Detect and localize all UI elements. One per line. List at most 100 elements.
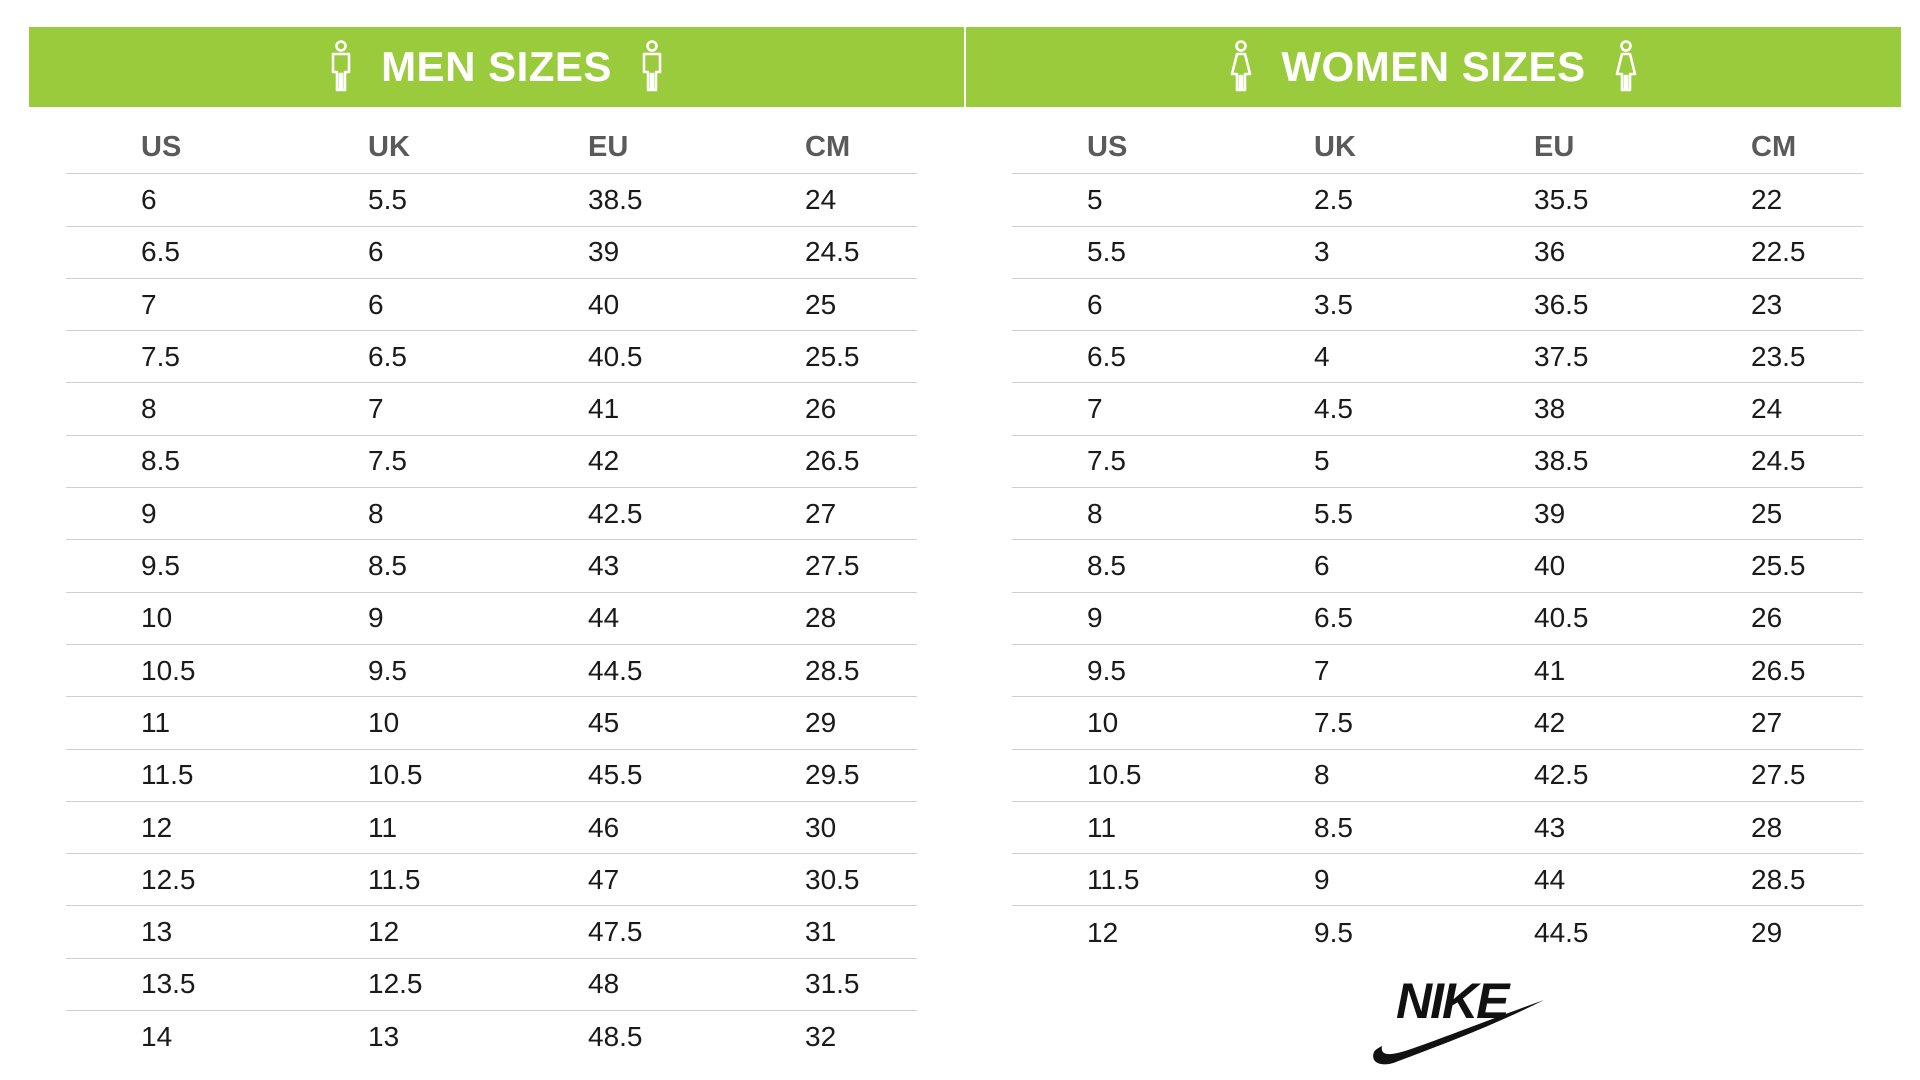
size-cell-us: 8.5 xyxy=(1087,550,1126,582)
size-cell-uk: 7 xyxy=(368,393,384,425)
column-header-us: US xyxy=(141,131,182,164)
size-cell-uk: 7 xyxy=(1314,654,1330,686)
table-row: 6 5.5 38.5 24 xyxy=(66,174,917,227)
size-cell-cm: 24.5 xyxy=(805,236,860,268)
size-cell-eu: 44 xyxy=(1534,863,1566,895)
table-row: 7.5 6.5 40.5 25.5 xyxy=(66,331,917,384)
size-cell-us: 7.5 xyxy=(1087,445,1126,477)
table-row: 11 8.5 43 28 xyxy=(1012,802,1863,855)
size-cell-uk: 6.5 xyxy=(1314,602,1353,634)
size-cell-eu: 38.5 xyxy=(1534,445,1589,477)
size-cell-eu: 48 xyxy=(588,968,620,1000)
size-cell-us: 10 xyxy=(1087,706,1119,738)
table-row: 7.5 5 38.5 24.5 xyxy=(1012,436,1863,489)
size-cell-eu: 41 xyxy=(1534,654,1566,686)
woman-figure-icon xyxy=(1614,40,1638,94)
table-row: 14 13 48.5 32 xyxy=(66,1011,917,1063)
size-cell-uk: 7.5 xyxy=(1314,706,1353,738)
size-cell-uk: 5.5 xyxy=(368,183,407,215)
size-cell-eu: 35.5 xyxy=(1534,183,1589,215)
size-cell-us: 10.5 xyxy=(141,654,196,686)
size-cell-eu: 42.5 xyxy=(588,497,643,529)
size-cell-cm: 23 xyxy=(1751,288,1783,320)
size-cell-us: 9 xyxy=(141,497,157,529)
table-row: 11.5 9 44 28.5 xyxy=(1012,854,1863,907)
size-cell-cm: 27 xyxy=(805,497,837,529)
size-cell-cm: 24.5 xyxy=(1751,445,1806,477)
women-sizes-title: WOMEN SIZES xyxy=(1281,43,1586,90)
size-cell-uk: 7.5 xyxy=(368,445,407,477)
size-cell-us: 5 xyxy=(1087,183,1103,215)
size-cell-cm: 26.5 xyxy=(1751,654,1806,686)
size-cell-cm: 29 xyxy=(1751,916,1783,948)
column-header-us: US xyxy=(1087,131,1128,164)
size-cell-uk: 5.5 xyxy=(1314,497,1353,529)
size-cell-uk: 10 xyxy=(368,706,400,738)
size-cell-eu: 44 xyxy=(588,602,620,634)
size-cell-cm: 28 xyxy=(805,602,837,634)
size-cell-eu: 47.5 xyxy=(588,916,643,948)
size-cell-cm: 24 xyxy=(805,183,837,215)
size-cell-uk: 5 xyxy=(1314,445,1330,477)
size-cell-uk: 12 xyxy=(368,916,400,948)
column-header-eu: EU xyxy=(588,131,629,164)
size-cell-cm: 23.5 xyxy=(1751,340,1806,372)
size-cell-cm: 24 xyxy=(1751,393,1783,425)
size-cell-eu: 44.5 xyxy=(1534,916,1589,948)
size-cell-us: 11.5 xyxy=(1087,863,1140,895)
size-cell-cm: 26.5 xyxy=(805,445,860,477)
size-cell-cm: 30 xyxy=(805,811,837,843)
size-cell-uk: 9 xyxy=(368,602,384,634)
men-sizes-title: MEN SIZES xyxy=(381,43,612,90)
size-cell-uk: 6 xyxy=(1314,550,1330,582)
table-row: 12 11 46 30 xyxy=(66,802,917,855)
table-row: 12 9.5 44.5 29 xyxy=(1012,906,1863,958)
table-row: 7 6 40 25 xyxy=(66,279,917,332)
women-size-table: US UK EU CM 5 2.5 35.5 22 5.5 3 36 22.5 6 3.5 36.5 23 6.… xyxy=(1012,122,1863,959)
table-row: 12.5 11.5 47 30.5 xyxy=(66,854,917,907)
size-cell-us: 11 xyxy=(141,706,171,738)
size-cell-uk: 9 xyxy=(1314,863,1330,895)
size-cell-us: 10.5 xyxy=(1087,759,1142,791)
size-cell-cm: 22 xyxy=(1751,183,1783,215)
size-cell-eu: 40.5 xyxy=(588,340,643,372)
size-cell-uk: 8.5 xyxy=(368,550,407,582)
size-cell-eu: 44.5 xyxy=(588,654,643,686)
size-cell-eu: 42 xyxy=(1534,706,1566,738)
size-cell-cm: 25 xyxy=(1751,497,1783,529)
size-cell-us: 5.5 xyxy=(1087,236,1126,268)
men-size-table: US UK EU CM 6 5.5 38.5 24 6.5 6 39 24.5 7 6 40 25 7.5 6.5… xyxy=(66,122,917,1063)
size-cell-uk: 6 xyxy=(368,236,384,268)
table-row: 13 12 47.5 31 xyxy=(66,906,917,959)
table-header-row: US UK EU CM xyxy=(66,122,917,175)
size-cell-us: 7 xyxy=(141,288,157,320)
size-cell-us: 6.5 xyxy=(1087,340,1126,372)
size-cell-eu: 36 xyxy=(1534,236,1566,268)
table-row: 5.5 3 36 22.5 xyxy=(1012,227,1863,279)
size-cell-uk: 6.5 xyxy=(368,340,407,372)
table-row: 8 5.5 39 25 xyxy=(1012,488,1863,541)
size-cell-us: 11.5 xyxy=(141,759,194,791)
size-cell-cm: 30.5 xyxy=(805,863,860,895)
table-row: 9 8 42.5 27 xyxy=(66,488,917,541)
table-row: 10 9 44 28 xyxy=(66,593,917,645)
size-cell-uk: 9.5 xyxy=(368,654,407,686)
size-cell-cm: 28.5 xyxy=(805,654,860,686)
column-header-uk: UK xyxy=(1314,131,1356,164)
column-header-uk: UK xyxy=(368,131,410,164)
size-cell-cm: 25.5 xyxy=(1751,550,1806,582)
table-row: 6.5 6 39 24.5 xyxy=(66,227,917,279)
size-cell-uk: 8.5 xyxy=(1314,811,1353,843)
size-cell-eu: 43 xyxy=(1534,811,1566,843)
women-sizes-banner: WOMEN SIZES xyxy=(966,27,1901,107)
table-row: 11.5 10.5 45.5 29.5 xyxy=(66,750,917,802)
table-row: 10.5 8 42.5 27.5 xyxy=(1012,750,1863,802)
size-cell-eu: 41 xyxy=(588,393,620,425)
size-cell-us: 12.5 xyxy=(141,863,196,895)
table-row: 7 4.5 38 24 xyxy=(1012,383,1863,436)
size-cell-uk: 10.5 xyxy=(368,759,423,791)
size-cell-cm: 26 xyxy=(1751,602,1783,634)
size-cell-eu: 42 xyxy=(588,445,620,477)
table-row: 13.5 12.5 48 31.5 xyxy=(66,959,917,1012)
table-row: 9.5 7 41 26.5 xyxy=(1012,645,1863,698)
